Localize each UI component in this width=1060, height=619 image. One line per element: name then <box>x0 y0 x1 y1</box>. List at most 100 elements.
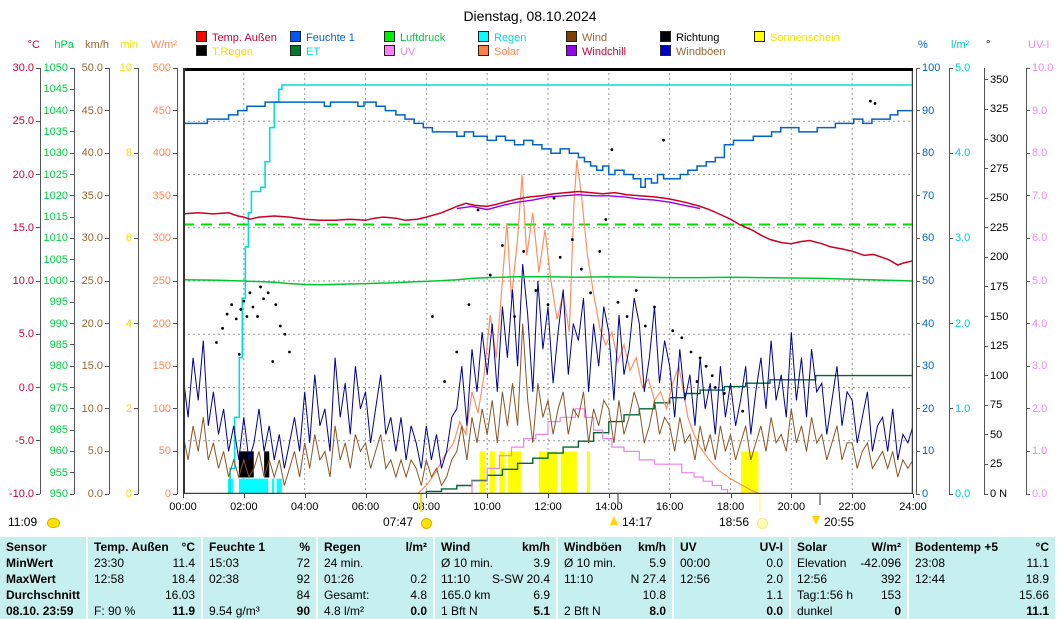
direction-dot <box>237 352 241 356</box>
x-axis-tick <box>608 494 610 498</box>
legend-label: Feuchte 1 <box>306 32 355 44</box>
pressure-line <box>182 275 914 286</box>
sunshine-bar <box>741 451 759 494</box>
direction-dot <box>245 315 249 318</box>
table-col-temp-au-en: Temp. Außen °C 23:30 11.4 12:58 18.4 16.03 F: 9… <box>88 537 201 619</box>
axis-tick <box>36 120 40 122</box>
direction-dot <box>552 196 556 200</box>
axis-label: 0.0 <box>1032 488 1048 500</box>
cell-label: 12:58 <box>94 572 125 586</box>
col-header-unit: % <box>299 540 310 554</box>
table-cell-row: 01:26 0.2 <box>318 571 433 587</box>
legend-label: Solar <box>494 46 520 58</box>
table-cell-row: 15:03 72 <box>203 555 316 571</box>
axis-label: 450 <box>152 104 171 117</box>
cell-label: 9.54 g/m³ <box>209 604 260 618</box>
direction-dot <box>251 305 255 309</box>
axis-spine-° <box>984 68 985 494</box>
direction-dot <box>710 374 714 378</box>
axis-tick <box>916 195 920 197</box>
axis-tick <box>984 286 988 288</box>
cell-label: 2 Bft N <box>564 604 601 618</box>
direction-dot <box>598 250 602 253</box>
axis-label: 965 <box>49 424 68 437</box>
table-cell-row: 0.0 <box>674 603 789 619</box>
axis-tick <box>1026 493 1030 495</box>
axis-tick <box>173 152 177 154</box>
axis-label: 4 <box>125 317 132 330</box>
axis-label: 200 <box>990 251 1009 264</box>
axis-tick <box>70 493 74 495</box>
legend-item-wind: Wind <box>566 31 607 44</box>
axis-tick <box>173 195 177 197</box>
cell-label: Ø 10 min. <box>564 556 617 570</box>
axis-label: 8.0 <box>1032 147 1048 160</box>
axis-tick <box>984 404 988 406</box>
axis-label: 15.0 <box>81 360 103 373</box>
axis-tick <box>105 110 109 112</box>
axis-tick <box>984 493 988 495</box>
axis-label: 4.0 <box>1032 317 1048 330</box>
cell-value: 72 <box>296 556 310 570</box>
direction-dot <box>671 329 675 333</box>
sunshine-bar <box>586 451 590 494</box>
col-header-unit: W/m² <box>871 540 901 554</box>
table-header: Solar W/m² <box>791 539 907 555</box>
sunshine-bar <box>489 451 496 494</box>
axis-label: 5.0 <box>1032 275 1048 287</box>
table-cell-row: F: 90 % 11.9 <box>88 603 201 619</box>
axis-label: 45.0 <box>81 104 103 117</box>
direction-bar <box>240 451 243 478</box>
table-cell-row: Gesamt: 4.8 <box>318 587 433 603</box>
axis-label: 20.0 <box>12 168 34 181</box>
axis-label: 10.0 <box>12 275 34 287</box>
col-header-unit: km/h <box>521 540 550 554</box>
axis-tick <box>984 345 988 347</box>
axis-unit-hPa: hPa <box>54 39 74 51</box>
axis-unit-°: ° <box>986 39 991 51</box>
axis-tick <box>36 440 40 442</box>
axis-label: 325 <box>990 103 1009 116</box>
axis-label: 1045 <box>43 83 68 96</box>
table-cell-row: 12:58 18.4 <box>88 571 201 587</box>
sun-icon <box>421 518 432 529</box>
cell-label: 15:03 <box>209 556 240 570</box>
x-axis-tick <box>243 494 245 498</box>
axis-label: 10.0 <box>1032 62 1054 74</box>
legend-swatch <box>290 45 301 56</box>
axis-label: 150 <box>990 310 1009 323</box>
axis-tick <box>916 493 920 495</box>
legend-label: T.Regen <box>212 46 253 58</box>
col-header-name: Feuchte 1 <box>209 540 266 554</box>
table-cell-row: 11.1 <box>909 603 1055 619</box>
axis-label: 50 <box>158 445 171 458</box>
legend-item-luftdruck: Luftdruck <box>384 31 445 44</box>
direction-dot <box>262 297 266 301</box>
cell-value: 1.1 <box>766 588 783 602</box>
axis-label: 300 <box>990 133 1009 145</box>
axis-tick <box>70 408 74 410</box>
table-cell-row: 24 min. <box>318 555 433 571</box>
axis-label: 0.0 <box>87 488 103 500</box>
x-axis-label: 02:00 <box>230 501 258 513</box>
axis-tick <box>949 237 953 239</box>
table-cell-row: 9.54 g/m³ 90 <box>203 603 316 619</box>
axis-label: 0.0 <box>18 381 34 394</box>
axis-label: 7.0 <box>1032 189 1048 202</box>
direction-dot <box>610 148 614 152</box>
axis-tick <box>916 110 920 112</box>
direction-dot <box>431 315 434 318</box>
table-row-label: Durchschnitt <box>0 587 86 603</box>
x-axis-tick <box>852 494 854 498</box>
cell-label: dunkel <box>797 604 833 618</box>
axis-label: 8 <box>125 147 132 160</box>
rain-bar <box>276 478 282 494</box>
x-axis-label: 08:00 <box>412 501 441 513</box>
axis-label: 400 <box>152 147 171 160</box>
axis-tick <box>173 493 177 495</box>
legend-swatch <box>660 31 671 42</box>
axis-label: 80 <box>922 147 935 160</box>
axis-tick <box>70 450 74 452</box>
axis-label: 50.0 <box>81 62 103 74</box>
axis-tick <box>70 472 74 474</box>
